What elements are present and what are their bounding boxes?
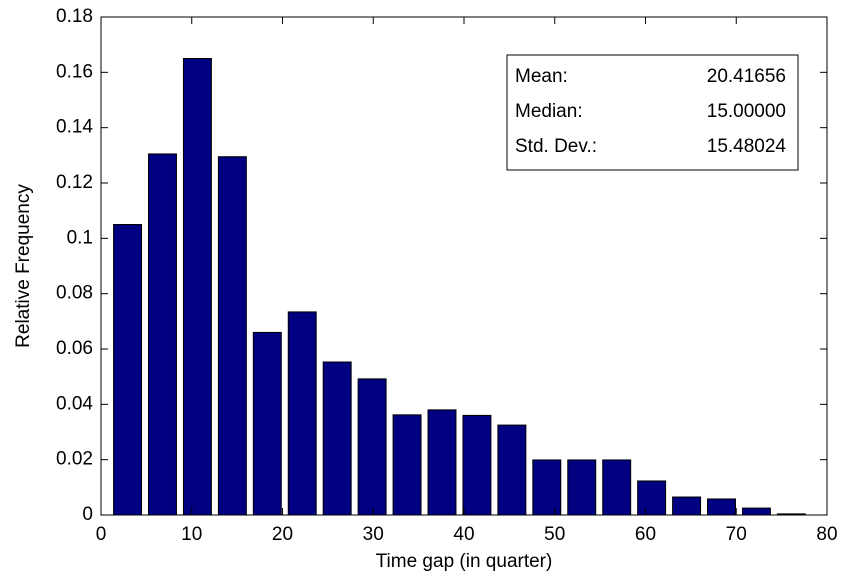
stats-label: Mean: (515, 66, 568, 87)
stats-label: Median: (515, 101, 583, 122)
bar (707, 498, 736, 516)
x-tick-label: 0 (96, 524, 107, 545)
bar (741, 507, 771, 516)
y-tick-label: 0.12 (56, 172, 93, 193)
bar (357, 378, 387, 516)
y-tick-label: 0.08 (56, 283, 93, 304)
bar (497, 424, 527, 516)
stats-value: 15.48024 (707, 136, 787, 157)
bar (148, 153, 177, 516)
bar (567, 459, 597, 516)
bar (322, 361, 352, 516)
y-tick-label: 0.06 (56, 338, 93, 359)
bar (217, 156, 247, 516)
y-tick-label: 0.1 (67, 227, 93, 248)
y-tick-label: 0.18 (56, 6, 93, 27)
bar (637, 480, 667, 516)
bar (113, 224, 143, 516)
stats-value: 20.41656 (707, 66, 786, 87)
x-tick-label: 30 (363, 524, 384, 545)
bar (532, 459, 562, 516)
bar (252, 331, 282, 516)
bar (462, 414, 492, 516)
y-tick-label: 0.04 (56, 393, 93, 414)
y-tick-label: 0.02 (56, 449, 93, 470)
x-axis-label: Time gap (in quarter) (376, 551, 553, 572)
stats-box (506, 54, 799, 171)
x-tick-label: 10 (181, 524, 202, 545)
bar (182, 58, 212, 516)
y-tick-label: 0.16 (56, 61, 93, 82)
bar (427, 409, 457, 516)
y-axis-label: Relative Frequency (13, 184, 34, 348)
stats-value: 15.00000 (707, 101, 786, 122)
stats-label: Std. Dev.: (515, 136, 597, 157)
bar (287, 311, 317, 516)
bar (392, 414, 422, 516)
x-tick-label: 70 (726, 524, 747, 545)
x-tick-label: 80 (816, 524, 837, 545)
y-tick-label: 0 (82, 504, 93, 525)
bar (602, 459, 632, 516)
x-tick-label: 50 (544, 524, 565, 545)
x-tick-label: 20 (272, 524, 293, 545)
x-tick-label: 60 (635, 524, 656, 545)
y-tick-label: 0.14 (56, 117, 93, 138)
bar (672, 496, 702, 516)
x-tick-label: 40 (453, 524, 474, 545)
